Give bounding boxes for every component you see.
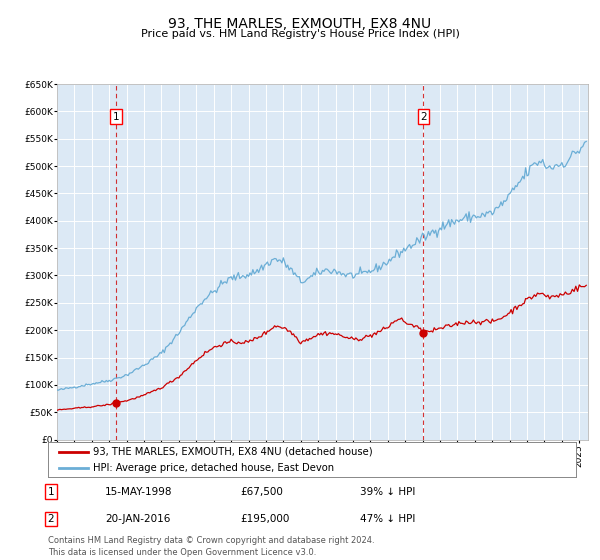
Text: 2: 2 [47, 514, 55, 524]
Text: 1: 1 [47, 487, 55, 497]
Text: £195,000: £195,000 [240, 514, 289, 524]
Text: 47% ↓ HPI: 47% ↓ HPI [360, 514, 415, 524]
Text: HPI: Average price, detached house, East Devon: HPI: Average price, detached house, East… [93, 463, 334, 473]
Text: 20-JAN-2016: 20-JAN-2016 [105, 514, 170, 524]
Text: 15-MAY-1998: 15-MAY-1998 [105, 487, 173, 497]
Text: £67,500: £67,500 [240, 487, 283, 497]
Text: Contains HM Land Registry data © Crown copyright and database right 2024.
This d: Contains HM Land Registry data © Crown c… [48, 536, 374, 557]
Text: 93, THE MARLES, EXMOUTH, EX8 4NU (detached house): 93, THE MARLES, EXMOUTH, EX8 4NU (detach… [93, 447, 373, 457]
Text: 93, THE MARLES, EXMOUTH, EX8 4NU: 93, THE MARLES, EXMOUTH, EX8 4NU [169, 17, 431, 31]
Text: 39% ↓ HPI: 39% ↓ HPI [360, 487, 415, 497]
Text: 2: 2 [420, 112, 427, 122]
Text: Price paid vs. HM Land Registry's House Price Index (HPI): Price paid vs. HM Land Registry's House … [140, 29, 460, 39]
Text: 1: 1 [112, 112, 119, 122]
